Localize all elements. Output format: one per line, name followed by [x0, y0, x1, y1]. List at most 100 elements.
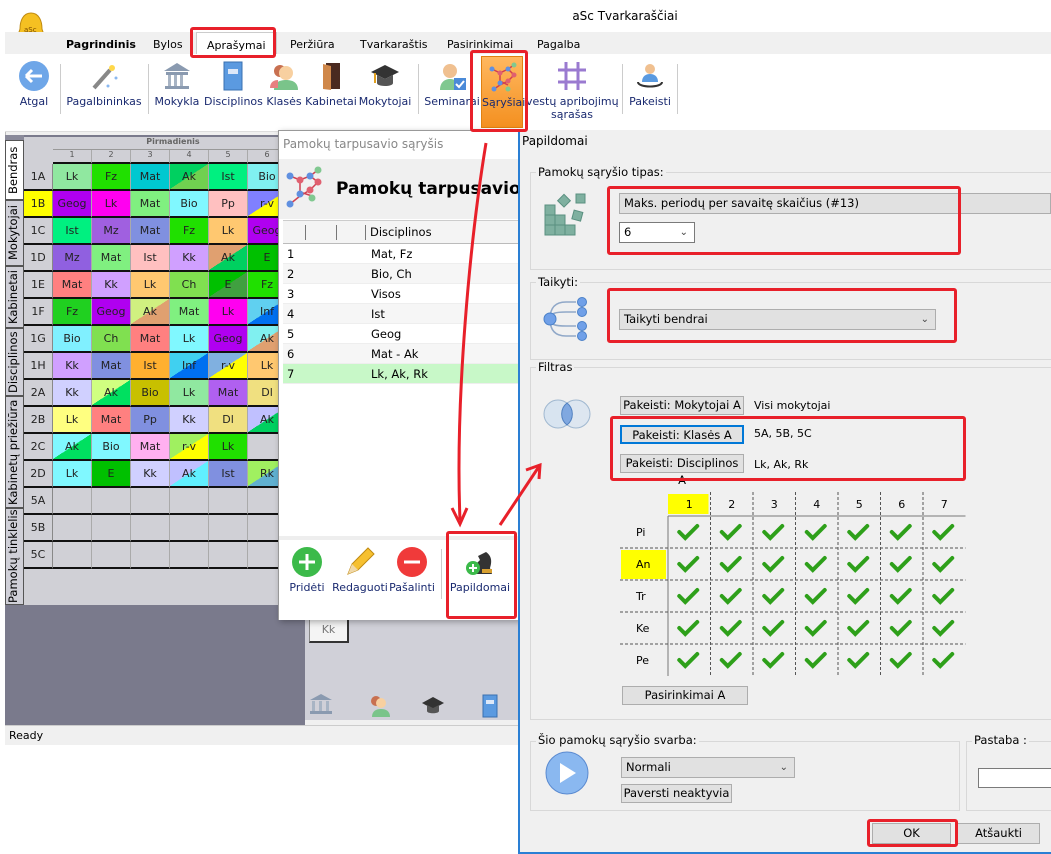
check-icon[interactable]	[847, 652, 870, 669]
class-row-header[interactable]: 2C	[24, 434, 53, 461]
lesson-card[interactable]: Mat	[131, 218, 170, 245]
more-button[interactable]: Papildomai	[447, 546, 513, 594]
check-icon[interactable]	[677, 524, 700, 541]
side-tab-disciplinos[interactable]: Disciplinos	[5, 328, 24, 396]
menu-tab-bylos[interactable]: Bylos	[153, 38, 183, 51]
lesson-card[interactable]: Ist	[53, 218, 92, 245]
lesson-card[interactable]: Bio	[92, 434, 131, 461]
change-teachers-button[interactable]: Pakeisti: Mokytojai A	[620, 396, 744, 415]
school-button[interactable]: Mokykla	[153, 56, 201, 128]
lesson-card[interactable]: Lk	[170, 326, 209, 353]
check-icon[interactable]	[932, 588, 955, 605]
relation-row[interactable]: 6 Mat - Ak	[283, 344, 521, 364]
check-icon[interactable]	[804, 524, 827, 541]
lesson-card[interactable]: Geog	[92, 299, 131, 326]
lesson-card[interactable]: r-v	[209, 353, 248, 380]
lesson-card[interactable]: Lk	[209, 218, 248, 245]
check-icon[interactable]	[677, 652, 700, 669]
lesson-card[interactable]: Mat	[131, 164, 170, 191]
constraints-list-button[interactable]: vestų apribojimų sąrašas	[526, 56, 618, 128]
add-button[interactable]: Pridėti	[287, 546, 327, 594]
lesson-card[interactable]: Lk	[53, 461, 92, 488]
column-header-disciplinos[interactable]: Disciplinos	[370, 225, 432, 239]
period-label[interactable]: 6	[898, 498, 905, 511]
period-label[interactable]: 2	[728, 498, 735, 511]
graduation-cap-icon[interactable]	[421, 695, 445, 720]
lesson-card[interactable]: Ist	[131, 353, 170, 380]
menu-tab-pagalba[interactable]: Pagalba	[537, 38, 581, 51]
classes-button[interactable]: Klasės	[264, 56, 304, 128]
lesson-card[interactable]: Geog	[53, 191, 92, 218]
class-row-header[interactable]: 1E	[24, 272, 53, 299]
ok-button[interactable]: OK	[872, 823, 951, 844]
empty-slot[interactable]	[92, 515, 131, 542]
lesson-card[interactable]: Bio	[131, 380, 170, 407]
deactivate-button[interactable]: Paversti neaktyvia	[621, 784, 732, 803]
lesson-card[interactable]: Lk	[170, 380, 209, 407]
empty-slot[interactable]	[92, 488, 131, 515]
check-icon[interactable]	[719, 620, 742, 637]
students-icon[interactable]	[367, 693, 391, 720]
class-row-header[interactable]: 1F	[24, 299, 53, 326]
menu-tab-pagrindinis[interactable]: Pagrindinis	[66, 38, 136, 51]
empty-slot[interactable]	[209, 542, 248, 569]
check-icon[interactable]	[677, 556, 700, 573]
period-label[interactable]: 3	[771, 498, 778, 511]
empty-slot[interactable]	[170, 488, 209, 515]
class-row-header[interactable]: 5C	[24, 542, 53, 569]
lesson-card[interactable]: Lk	[53, 164, 92, 191]
lesson-card[interactable]: Mat	[209, 380, 248, 407]
lesson-card[interactable]: Mat	[53, 272, 92, 299]
relations-button[interactable]: Sąryšiai	[481, 56, 525, 128]
side-tab-kabinetai[interactable]: Kabinetai	[5, 266, 24, 328]
options-button[interactable]: Pasirinkimai A	[622, 686, 748, 705]
relation-type-select[interactable]: Maks. periodų per savaitę skaičius (#13)	[619, 193, 1051, 214]
lesson-card[interactable]: Kk	[131, 461, 170, 488]
lesson-card[interactable]: Bio	[170, 191, 209, 218]
lesson-card[interactable]: Fz	[92, 164, 131, 191]
lesson-card[interactable]: E	[209, 272, 248, 299]
side-tab-pamoku-tinklelis[interactable]: Pamokų tinklelis	[5, 508, 24, 605]
lesson-card[interactable]: Mat	[131, 191, 170, 218]
check-icon[interactable]	[762, 556, 785, 573]
check-icon[interactable]	[804, 588, 827, 605]
lesson-card[interactable]: r-v	[170, 434, 209, 461]
lesson-card[interactable]: Fz	[170, 218, 209, 245]
relation-row[interactable]: 7 Lk, Ak, Rk	[283, 364, 521, 384]
menu-tab-perziura[interactable]: Peržiūra	[290, 38, 335, 51]
book-icon[interactable]	[481, 694, 499, 721]
class-row-header[interactable]: 1G	[24, 326, 53, 353]
check-icon[interactable]	[847, 524, 870, 541]
period-label[interactable]: 4	[813, 498, 820, 511]
check-icon[interactable]	[889, 588, 912, 605]
check-icon[interactable]	[932, 556, 955, 573]
empty-slot[interactable]	[170, 542, 209, 569]
check-icon[interactable]	[719, 556, 742, 573]
empty-slot[interactable]	[92, 542, 131, 569]
class-row-header[interactable]: 1A	[24, 164, 53, 191]
unplaced-card[interactable]: Kk	[309, 618, 349, 643]
availability-grid[interactable]: 1 2 3 4 5 6 7 Pi An Tr Ke Pe	[620, 492, 970, 682]
lesson-card[interactable]: Ak	[170, 164, 209, 191]
menu-tab-tvarkarastis[interactable]: Tvarkaraštis	[360, 38, 428, 51]
lesson-card[interactable]: Pp	[209, 191, 248, 218]
relation-row[interactable]: 1 Mat, Fz	[283, 244, 521, 264]
check-icon[interactable]	[719, 588, 742, 605]
check-icon[interactable]	[677, 588, 700, 605]
class-row-header[interactable]: 1C	[24, 218, 53, 245]
teachers-button[interactable]: Mokytojai	[358, 56, 412, 128]
relation-row[interactable]: 4 Ist	[283, 304, 521, 324]
empty-slot[interactable]	[170, 515, 209, 542]
empty-slot[interactable]	[53, 515, 92, 542]
check-icon[interactable]	[762, 524, 785, 541]
empty-slot[interactable]	[131, 488, 170, 515]
check-icon[interactable]	[804, 652, 827, 669]
lesson-card[interactable]: Kk	[170, 245, 209, 272]
lesson-card[interactable]: Lk	[209, 434, 248, 461]
lesson-card[interactable]: Lk	[131, 272, 170, 299]
relation-row[interactable]: 2 Bio, Ch	[283, 264, 521, 284]
lesson-card[interactable]: Dl	[209, 407, 248, 434]
lesson-card[interactable]: Kk	[170, 407, 209, 434]
lesson-card[interactable]: Mat	[170, 299, 209, 326]
day-label[interactable]: Pe	[636, 654, 649, 667]
